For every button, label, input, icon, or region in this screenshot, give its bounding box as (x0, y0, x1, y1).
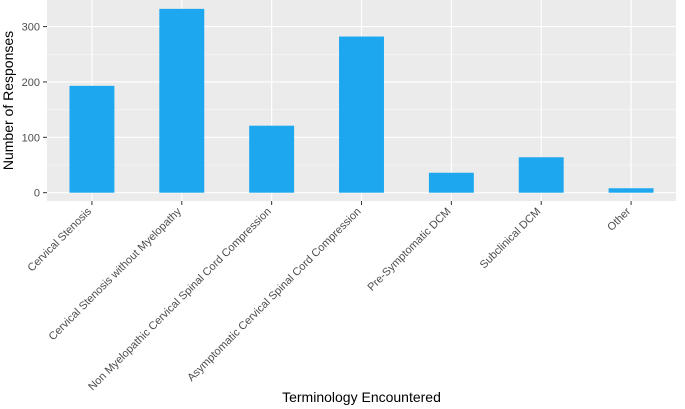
x-tick-label: Asymptomatic Cervical Spinal Cord Compre… (185, 206, 363, 384)
x-tick-label: Other (605, 205, 633, 233)
bars (69, 8, 654, 193)
x-tick-label: Subclinical DCM (478, 206, 544, 272)
y-tick-label: 200 (22, 77, 40, 89)
y-axis-title: Number of Responses (0, 31, 16, 170)
bar (428, 172, 474, 193)
x-tick-label: Non Myelopathic Cervical Spinal Cord Com… (86, 206, 273, 393)
x-tick-label: Pre-Symptomatic DCM (365, 206, 453, 294)
y-tick-label: 0 (34, 188, 40, 200)
bar (339, 36, 384, 193)
bar (159, 8, 205, 193)
y-axis: 0 100 200 300 (22, 22, 47, 200)
bar (608, 188, 654, 193)
x-axis-title: Terminology Encountered (282, 389, 441, 405)
y-tick-label: 100 (22, 132, 40, 144)
bar (69, 85, 115, 193)
x-tick-label: Cervical Stenosis (25, 205, 94, 274)
bar (518, 157, 564, 193)
bar (249, 125, 295, 193)
y-tick-label: 300 (22, 22, 40, 34)
